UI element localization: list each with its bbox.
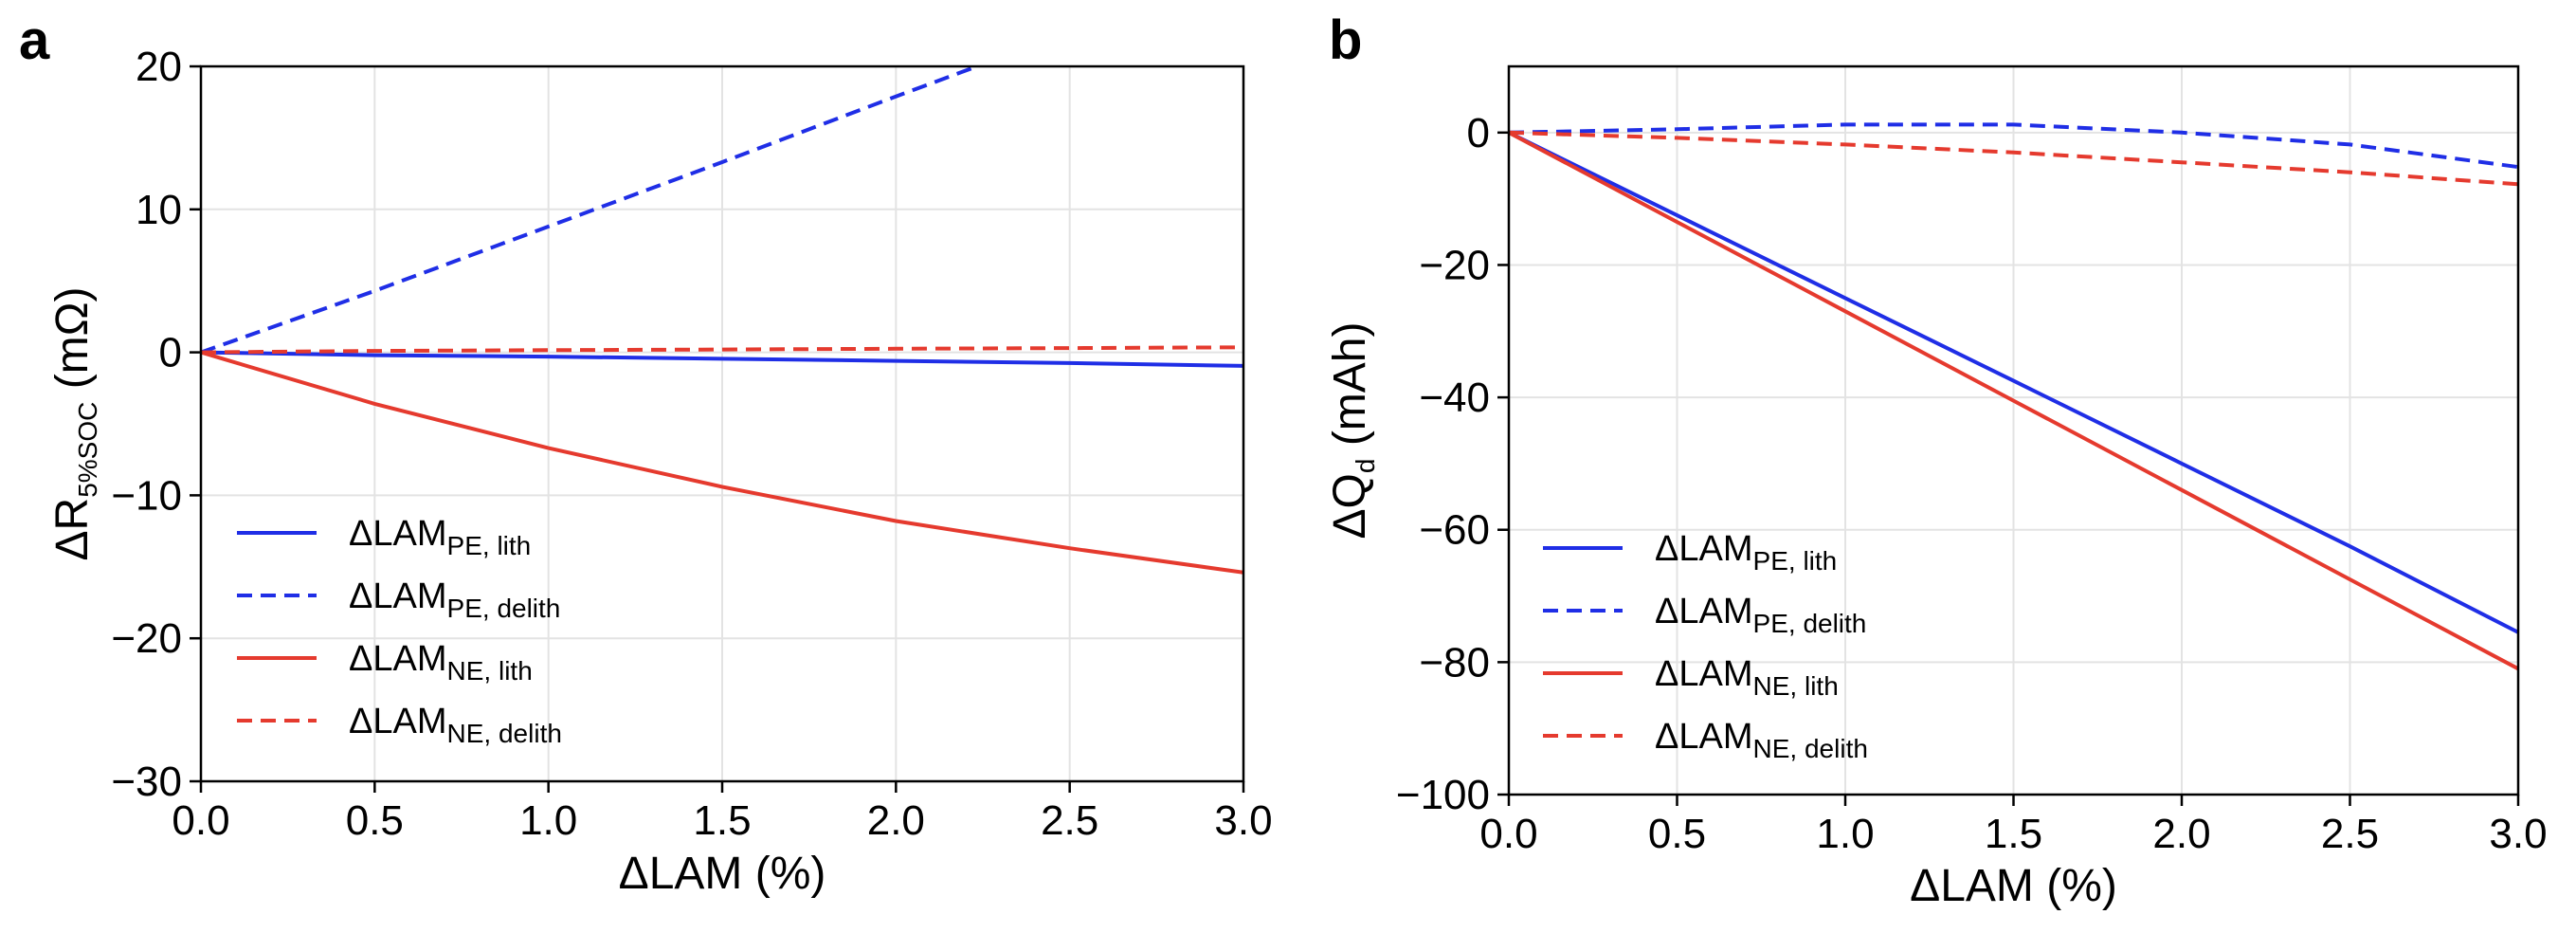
series-line-pe-delith [201, 66, 983, 355]
y-axis-title: ΔQd (mAh) [1325, 322, 1380, 540]
y-tick-label: −100 [1396, 772, 1490, 818]
legend-label: ΔLAMNE, lith [1655, 654, 1839, 701]
x-tick-label: 3.0 [1214, 797, 1272, 844]
y-tick-label: −40 [1419, 375, 1490, 421]
x-tick-label: 0.0 [1479, 811, 1537, 857]
y-tick-label: 20 [136, 44, 182, 90]
chart-panel-b: 0.0 0.5 1.0 1.5 2.0 2.5 3.0 −100 −80 −60 −40 −20 0 ΔL… [1325, 9, 2548, 911]
y-tick-label: −20 [111, 615, 182, 662]
legend-label: ΔLAMPE, lith [349, 514, 531, 560]
x-tick-label: 2.0 [2152, 811, 2210, 857]
x-axis-title: ΔLAM (%) [619, 849, 826, 899]
y-tick-label: −30 [111, 759, 182, 805]
y-axis-title: ΔR5%SOC (mΩ) [47, 286, 102, 560]
series-line-pe-lith [201, 350, 1243, 368]
legend-label: ΔLAMNE, delith [1655, 717, 1868, 763]
x-tick-label: 1.0 [519, 797, 577, 844]
legend-label: ΔLAMPE, lith [1655, 529, 1837, 576]
x-tick-label: 1.0 [1816, 811, 1874, 857]
legend-label: ΔLAMPE, delith [349, 576, 560, 623]
y-tick-label: 10 [136, 187, 182, 233]
series-line-ne-delith [201, 345, 1243, 355]
legend: ΔLAMPE, lith ΔLAMPE, delith ΔLAMNE, lith ΔL… [1543, 529, 1868, 763]
x-tick-label: 0.5 [346, 797, 404, 844]
series-line-ne-lith [201, 350, 1243, 575]
y-tick-label: −20 [1419, 242, 1490, 288]
series-line-pe-lith [1509, 131, 2518, 634]
x-tick-label: 1.5 [1985, 811, 2042, 857]
x-tick-label: 1.5 [693, 797, 751, 844]
x-tick-label: 2.5 [2321, 811, 2379, 857]
series-line-ne-lith [1509, 131, 2518, 671]
x-tick-label: 3.0 [2489, 811, 2547, 857]
legend-label: ΔLAMPE, delith [1655, 592, 1866, 638]
x-axis-title: ΔLAM (%) [1910, 861, 2117, 911]
y-tick-label: 0 [159, 330, 182, 376]
legend-label: ΔLAMNE, lith [349, 639, 533, 686]
y-tick-label: 0 [1467, 110, 1490, 156]
legend: ΔLAMPE, lith ΔLAMPE, delith ΔLAMNE, lith ΔL… [237, 514, 562, 748]
x-tick-label: 2.0 [867, 797, 925, 844]
y-tick-label: −80 [1419, 639, 1490, 686]
chart-panel-a: 0.0 0.5 1.0 1.5 2.0 2.5 3.0 −30 −20 −10 0 10 20 ΔLAM … [19, 9, 1273, 899]
x-tick-label: 2.5 [1041, 797, 1098, 844]
series-line-ne-delith [1509, 130, 2518, 187]
legend-label: ΔLAMNE, delith [349, 702, 562, 748]
x-tick-label: 0.5 [1648, 811, 1706, 857]
y-tick-label: −60 [1419, 507, 1490, 554]
y-tick-label: −10 [111, 472, 182, 519]
x-tick-label: 0.0 [172, 797, 229, 844]
series-line-pe-delith [1509, 122, 2518, 170]
panel-label: a [19, 9, 50, 71]
panel-label: b [1329, 9, 1362, 71]
